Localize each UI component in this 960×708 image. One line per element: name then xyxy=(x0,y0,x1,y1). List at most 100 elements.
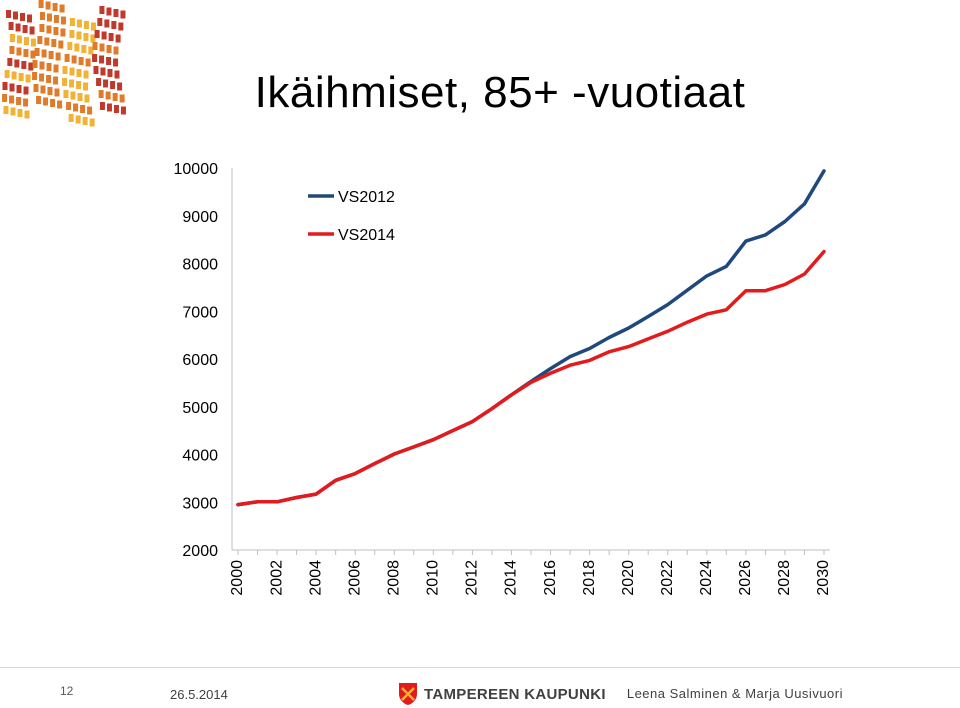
y-tick-label: 8000 xyxy=(182,257,218,274)
logo-tile xyxy=(119,94,125,103)
logo-tile xyxy=(101,31,107,40)
logo-tile xyxy=(20,13,25,21)
logo-tile xyxy=(60,16,66,25)
logo-tile xyxy=(54,88,60,97)
logo-tile xyxy=(24,110,30,119)
logo-tile xyxy=(53,27,59,35)
logo-tile xyxy=(99,102,105,110)
logo-tile xyxy=(9,34,15,42)
logo-tile xyxy=(100,67,106,76)
logo-band xyxy=(62,18,96,127)
logo-tile xyxy=(82,117,88,125)
x-tick-label: 2010 xyxy=(425,560,442,596)
logo-tile xyxy=(92,54,98,62)
logo-band xyxy=(92,6,126,115)
logo-tile xyxy=(89,118,95,127)
x-tick-label: 2026 xyxy=(737,560,754,596)
logo-tile xyxy=(80,105,86,113)
logo-tile xyxy=(96,78,102,86)
logo-tile xyxy=(76,19,82,28)
logo-tile xyxy=(9,46,15,54)
logo-band xyxy=(2,10,36,119)
logo-tile xyxy=(16,85,22,93)
logo-tile xyxy=(10,107,16,116)
logo-tile xyxy=(113,105,119,113)
logo-tile xyxy=(9,95,15,104)
logo-tile xyxy=(8,22,14,30)
logo-tile xyxy=(108,33,114,41)
logo-tile xyxy=(92,42,98,50)
y-tick-label: 4000 xyxy=(182,448,218,465)
line-chart: 2000 3000 4000 5000 6000 7000 8000 9000 10000 200… xyxy=(174,161,833,596)
logo-tile xyxy=(53,76,59,85)
logo-tile xyxy=(7,58,13,66)
logo-tile xyxy=(50,99,56,107)
logo-tile xyxy=(106,45,112,53)
logo-tile xyxy=(76,81,82,89)
logo-tile xyxy=(84,94,90,103)
y-tick-label: 9000 xyxy=(182,209,218,226)
logo-tile xyxy=(112,93,118,101)
logo-tile xyxy=(59,4,65,13)
logo-tile xyxy=(39,73,45,82)
logo-tile xyxy=(120,10,126,19)
logo-tile xyxy=(74,43,80,52)
logo-tile xyxy=(73,103,79,112)
logo-tile xyxy=(120,106,126,115)
footer-date: 26.5.2014 xyxy=(170,687,228,702)
x-tick-label: 2004 xyxy=(307,560,324,596)
logo-tile xyxy=(88,46,94,55)
brand-block: TAMPEREEN KAUPUNKI xyxy=(398,681,606,707)
footer-authors: Leena Salminen & Marja Uusivuori xyxy=(626,686,843,701)
logo-tile xyxy=(30,38,36,47)
logo-tile xyxy=(106,57,112,65)
logo-tile xyxy=(94,30,100,38)
logo-tile xyxy=(115,34,121,43)
logo-tile xyxy=(67,42,73,50)
logo-tile xyxy=(90,22,96,31)
logo-tile xyxy=(106,7,112,16)
logo-tile xyxy=(4,70,10,78)
logo-tile xyxy=(99,43,105,52)
tampere-logo-pattern xyxy=(2,0,126,127)
logo-tile xyxy=(53,15,59,23)
logo-tile xyxy=(17,109,23,117)
logo-tile xyxy=(55,52,61,61)
logo-tile xyxy=(30,50,36,59)
logo-tile xyxy=(111,21,117,29)
logo-tile xyxy=(23,49,29,57)
logo-tile xyxy=(48,51,54,59)
logo-tile xyxy=(71,55,77,64)
logo-tile xyxy=(46,25,52,34)
logo-tile xyxy=(87,106,93,115)
logo-tile xyxy=(13,11,18,20)
logo-tile xyxy=(97,18,103,26)
logo-tile xyxy=(40,85,46,94)
logo-tile xyxy=(23,98,29,107)
y-tick-label: 2000 xyxy=(182,543,218,560)
x-tick-label: 2030 xyxy=(815,560,832,596)
logo-tile xyxy=(99,55,105,64)
logo-tile xyxy=(23,86,29,95)
logo-tile xyxy=(46,75,52,83)
logo-tile xyxy=(113,46,119,55)
logo-tile xyxy=(18,73,24,81)
logo-tile xyxy=(69,67,75,76)
logo-tile xyxy=(39,12,45,20)
logo-tile xyxy=(118,22,124,31)
x-tick-label: 2024 xyxy=(698,560,715,596)
logo-tile xyxy=(75,115,81,124)
logo-tile xyxy=(16,47,22,56)
logo-tile xyxy=(46,13,52,22)
logo-tile xyxy=(76,31,82,40)
logo-tile xyxy=(14,59,20,68)
logo-tile xyxy=(47,87,53,95)
logo-tile xyxy=(78,57,84,65)
x-tick-label: 2012 xyxy=(464,560,481,596)
y-tick-label: 6000 xyxy=(182,352,218,369)
logo-band xyxy=(32,0,66,109)
logo-tile xyxy=(11,71,17,80)
logo-tile xyxy=(62,78,68,86)
logo-tile xyxy=(3,106,9,114)
page-number: 12 xyxy=(60,684,74,698)
